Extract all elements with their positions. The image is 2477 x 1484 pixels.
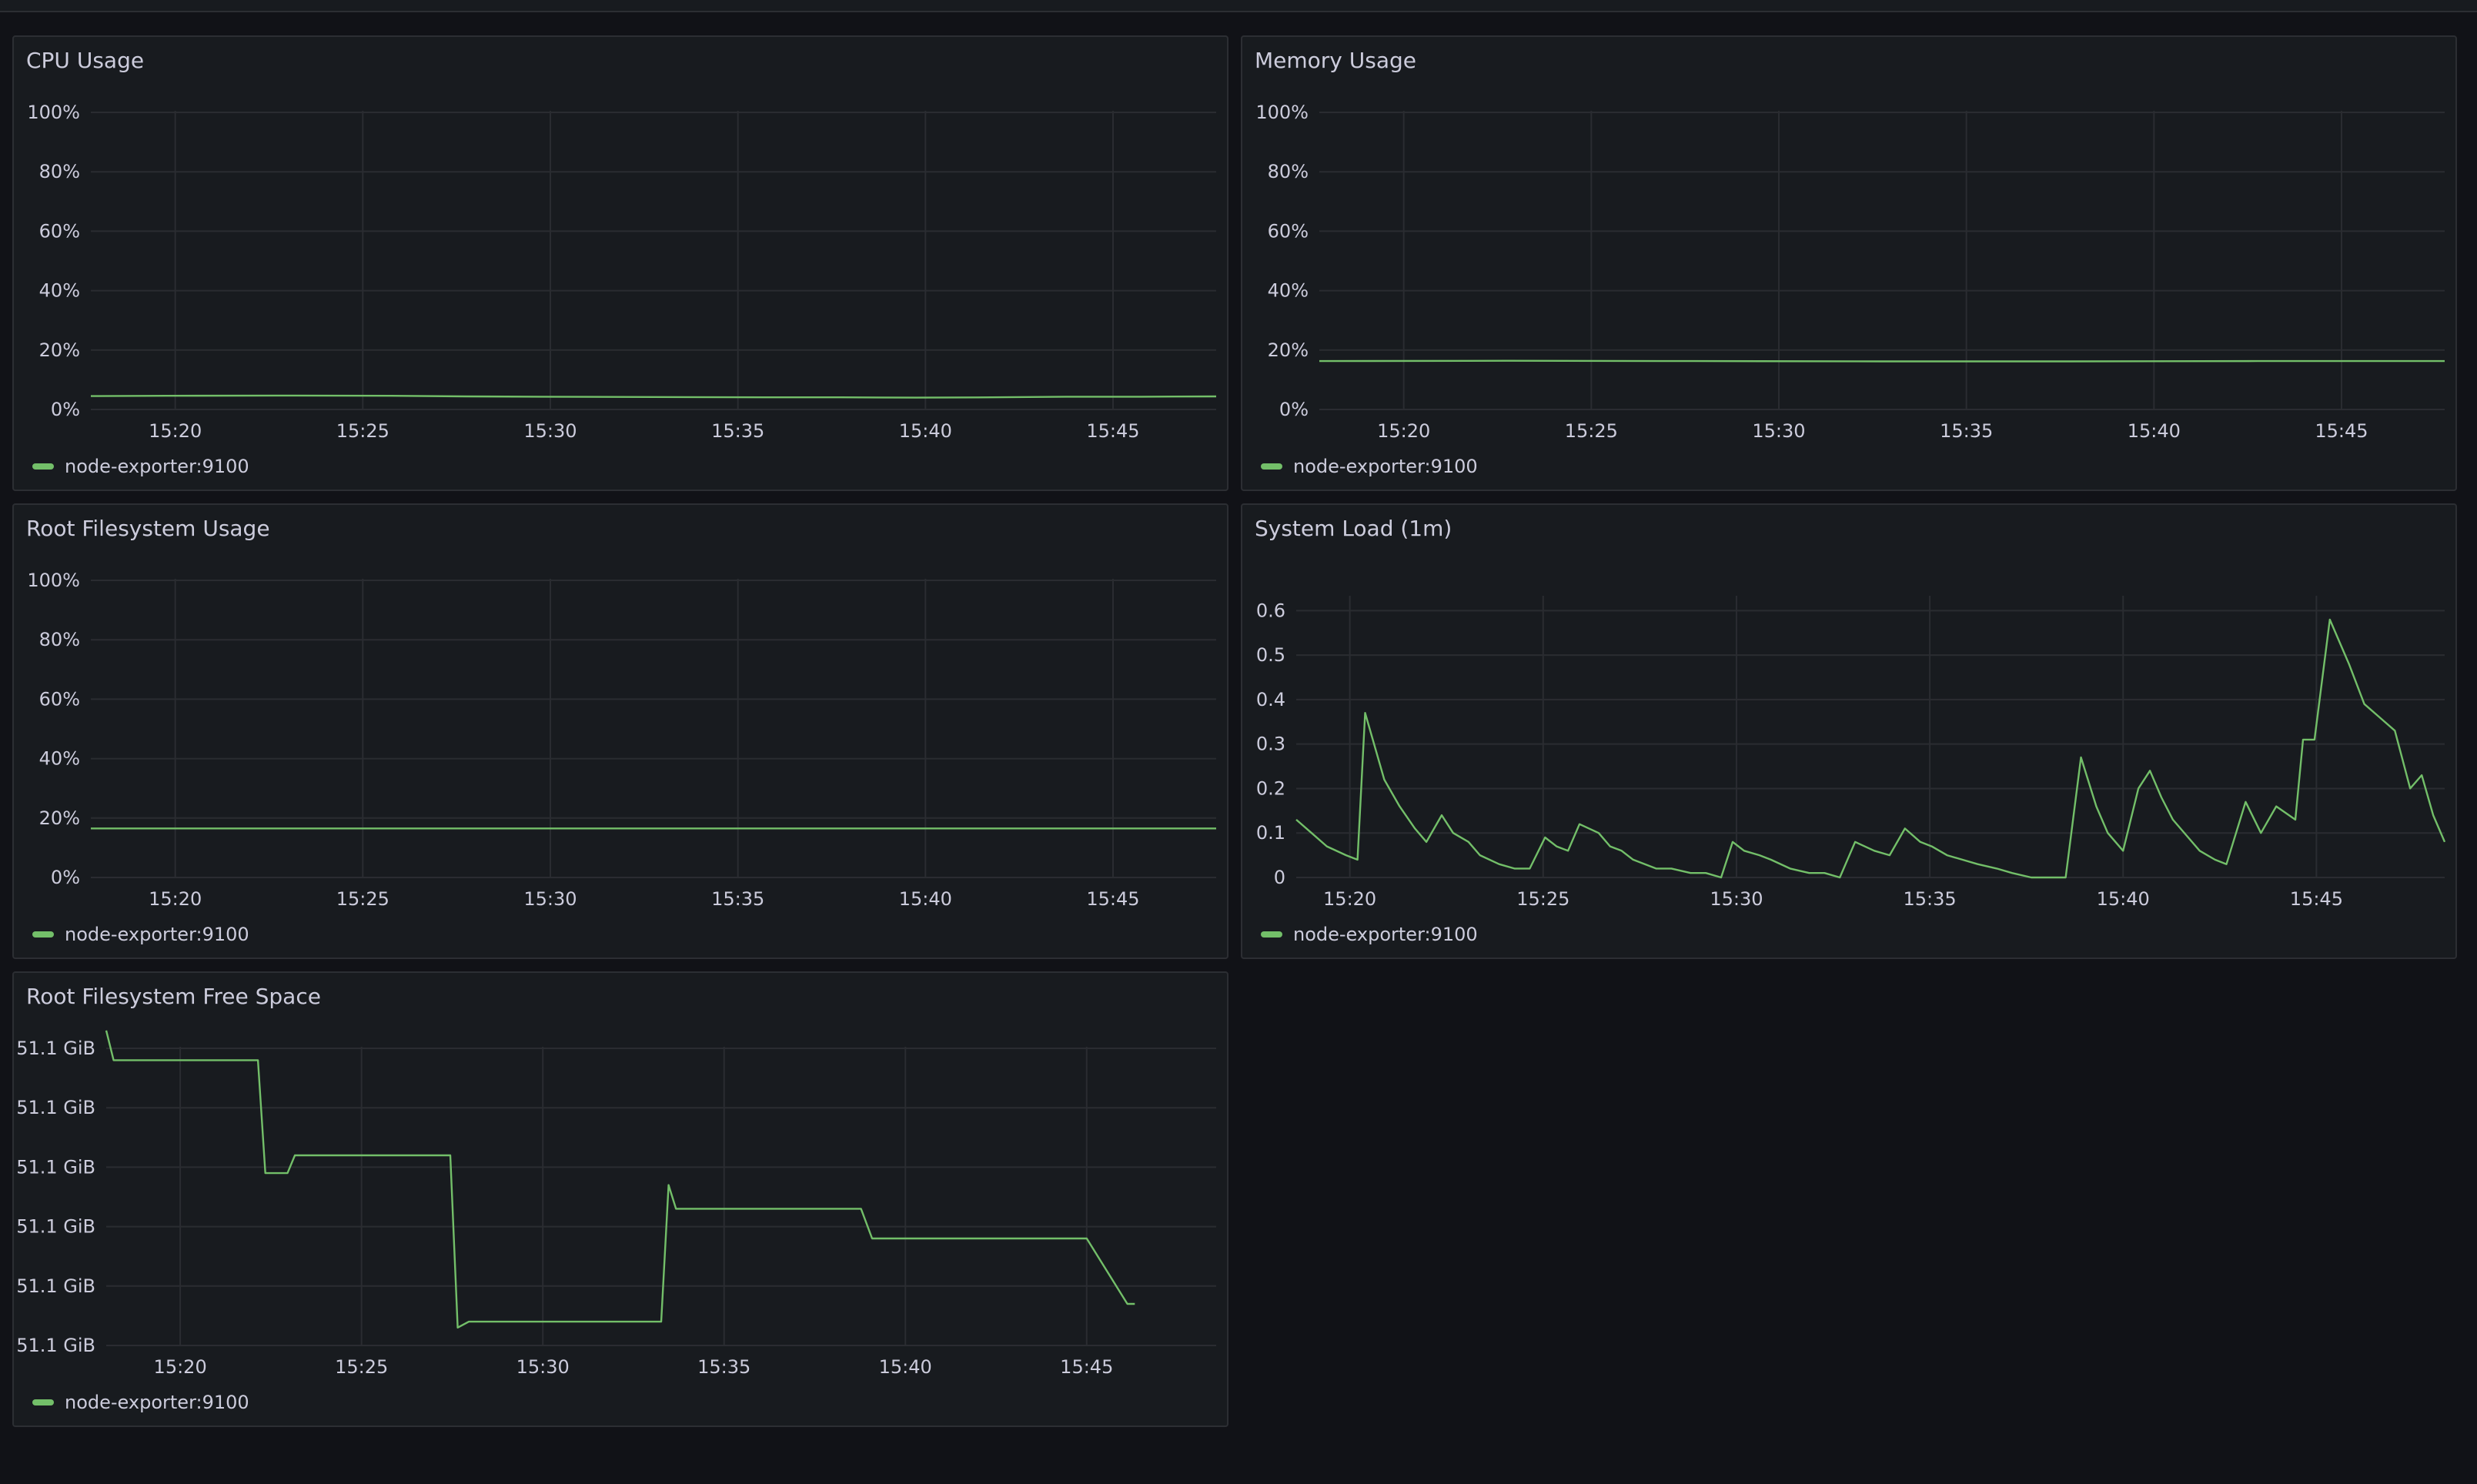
y-tick-label: 0.4 (1256, 689, 1285, 710)
x-tick-label: 15:45 (2315, 420, 2368, 442)
root-filesystem-free-space-chart: 51.1 GiB 51.1 GiB 51.1 GiB 51.1 GiB 51.1 GiB… (16, 1030, 1216, 1378)
y-tick-label: 0 (1274, 867, 1285, 888)
root-filesystem-usage-chart: 0% 20% 40% 60% 80% 100% 15:20 15:25 15:30 15:35 15… (27, 570, 1216, 910)
x-tick-label: 15:30 (1710, 888, 1763, 910)
x-tick-label: 15:40 (2128, 420, 2181, 442)
legend-label[interactable]: node-exporter:9100 (1293, 456, 1478, 477)
y-tick-label: 40% (1268, 280, 1309, 302)
y-tick-label: 40% (39, 748, 80, 770)
legend-color-swatch (1261, 931, 1282, 938)
top-bar (0, 0, 2477, 12)
x-tick-label: 15:20 (1323, 888, 1376, 910)
legend[interactable]: node-exporter:9100 (1261, 456, 1478, 477)
system-load-panel[interactable]: System Load (1m) 0 0.1 0.2 0.3 0.4 0.5 0.6 15:2… (1241, 503, 2457, 959)
x-tick-label: 15:35 (711, 420, 764, 442)
root-filesystem-usage-panel[interactable]: Root Filesystem Usage 0% 20% 40% 60% 80% 100%… (12, 503, 1228, 959)
y-tick-label: 0.1 (1256, 822, 1285, 844)
legend-label[interactable]: node-exporter:9100 (1293, 924, 1478, 945)
y-tick-label: 60% (1268, 220, 1309, 242)
x-tick-label: 15:40 (899, 888, 952, 910)
x-tick-label: 15:30 (516, 1356, 570, 1378)
x-tick-label: 15:25 (336, 420, 389, 442)
x-tick-label: 15:25 (1565, 420, 1618, 442)
y-tick-label: 51.1 GiB (16, 1038, 95, 1059)
x-tick-label: 15:30 (523, 420, 577, 442)
legend[interactable]: node-exporter:9100 (32, 924, 249, 945)
y-tick-label: 20% (39, 807, 80, 829)
panel-title[interactable]: CPU Usage (26, 48, 145, 73)
y-tick-label: 51.1 GiB (16, 1216, 95, 1238)
y-tick-label: 100% (1255, 102, 1309, 123)
y-tick-label: 51.1 GiB (16, 1156, 95, 1178)
panel-title[interactable]: Root Filesystem Free Space (26, 984, 321, 1009)
legend[interactable]: node-exporter:9100 (1261, 924, 1478, 945)
legend-color-swatch (1261, 463, 1282, 470)
memory-usage-panel[interactable]: Memory Usage 0% 20% 40% 60% 80% 100% 15:20 15:2… (1241, 35, 2457, 491)
cpu-usage-chart: 0% 20% 40% 60% 80% 100% 15:20 15:25 15:30 15:35 15… (27, 102, 1217, 442)
x-tick-label: 15:35 (711, 888, 764, 910)
x-tick-label: 15:45 (2290, 888, 2343, 910)
y-tick-label: 60% (39, 688, 80, 710)
y-tick-label: 51.1 GiB (16, 1335, 95, 1356)
x-tick-label: 15:20 (149, 420, 202, 442)
y-tick-label: 80% (39, 629, 80, 650)
y-tick-label: 20% (39, 339, 80, 361)
y-tick-label: 100% (27, 102, 80, 123)
x-tick-label: 15:30 (523, 888, 577, 910)
legend-label[interactable]: node-exporter:9100 (65, 1392, 249, 1413)
y-tick-label: 60% (39, 220, 80, 242)
y-tick-label: 80% (1268, 161, 1309, 182)
panel-title[interactable]: Memory Usage (1255, 48, 1417, 73)
x-tick-label: 15:20 (1377, 420, 1430, 442)
y-tick-label: 100% (27, 570, 80, 591)
x-tick-label: 15:35 (1904, 888, 1957, 910)
memory-usage-chart: 0% 20% 40% 60% 80% 100% 15:20 15:25 15:30 15:35 15… (1255, 102, 2445, 442)
y-tick-label: 40% (39, 280, 80, 302)
y-tick-label: 0% (51, 867, 80, 888)
y-tick-label: 0% (1279, 399, 1309, 420)
x-tick-label: 15:45 (1086, 420, 1139, 442)
y-tick-label: 0.2 (1256, 777, 1285, 799)
x-tick-label: 15:40 (2097, 888, 2150, 910)
x-tick-label: 15:25 (1516, 888, 1569, 910)
root-filesystem-free-space-panel[interactable]: Root Filesystem Free Space 51.1 GiB 51.1 … (12, 971, 1228, 1427)
y-tick-label: 51.1 GiB (16, 1275, 95, 1297)
legend-color-swatch (32, 463, 54, 470)
y-tick-label: 80% (39, 161, 80, 182)
y-tick-label: 20% (1268, 339, 1309, 361)
series-line (1295, 618, 2446, 879)
y-tick-label: 0% (51, 399, 80, 420)
panel-title[interactable]: System Load (1m) (1255, 516, 1452, 541)
x-tick-label: 15:40 (879, 1356, 932, 1378)
y-tick-label: 0.6 (1256, 600, 1285, 621)
series-line (1319, 359, 2445, 363)
x-tick-label: 15:40 (899, 420, 952, 442)
panel-title[interactable]: Root Filesystem Usage (26, 516, 270, 541)
y-tick-label: 51.1 GiB (16, 1097, 95, 1118)
x-tick-label: 15:20 (149, 888, 202, 910)
legend-color-swatch (32, 931, 54, 938)
legend-color-swatch (32, 1399, 54, 1405)
x-tick-label: 15:35 (697, 1356, 750, 1378)
legend-label[interactable]: node-exporter:9100 (65, 924, 249, 945)
cpu-usage-panel[interactable]: CPU Usage 0% 20% 40% 60% 80% 100% 15:20 15:25 15… (12, 35, 1228, 491)
x-tick-label: 15:25 (336, 888, 389, 910)
y-tick-label: 0.3 (1256, 734, 1285, 755)
legend[interactable]: node-exporter:9100 (32, 456, 249, 477)
y-tick-label: 0.5 (1256, 644, 1285, 666)
series-line (90, 394, 1217, 399)
x-tick-label: 15:30 (1752, 420, 1805, 442)
x-tick-label: 15:35 (1940, 420, 1993, 442)
x-tick-label: 15:25 (335, 1356, 388, 1378)
x-tick-label: 15:45 (1086, 888, 1139, 910)
x-tick-label: 15:20 (154, 1356, 207, 1378)
x-tick-label: 15:45 (1060, 1356, 1113, 1378)
legend[interactable]: node-exporter:9100 (32, 1392, 249, 1413)
system-load-chart: 0 0.1 0.2 0.3 0.4 0.5 0.6 15:20 15:25 15:30 15:35 1… (1256, 596, 2446, 910)
legend-label[interactable]: node-exporter:9100 (65, 456, 249, 477)
series-line (105, 1030, 1135, 1329)
